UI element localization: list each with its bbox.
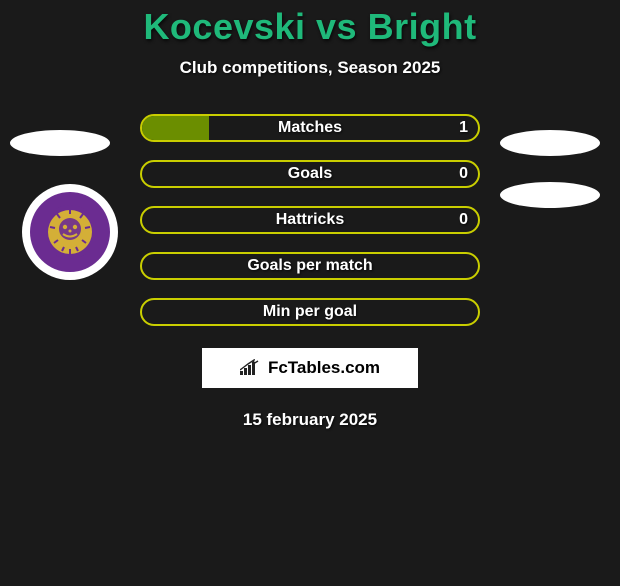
club-badge-inner bbox=[30, 192, 110, 272]
stat-bar-label: Goals bbox=[288, 165, 332, 183]
subtitle: Club competitions, Season 2025 bbox=[0, 58, 620, 78]
player-photo-right-placeholder-1 bbox=[500, 130, 600, 156]
stat-bar: Min per goal bbox=[140, 298, 480, 326]
stat-bar-label: Hattricks bbox=[276, 211, 344, 229]
subtitle-text: Club competitions, Season 2025 bbox=[180, 58, 441, 77]
page-title: Kocevski vs Bright bbox=[0, 6, 620, 48]
stat-bar-label: Min per goal bbox=[263, 303, 357, 321]
stat-bar-label: Matches bbox=[278, 119, 342, 137]
stat-bar-label: Goals per match bbox=[247, 257, 372, 275]
site-attribution[interactable]: FcTables.com bbox=[202, 348, 418, 388]
player-photo-right-placeholder-2 bbox=[500, 182, 600, 208]
stat-bar: Goals per match bbox=[140, 252, 480, 280]
site-name: FcTables.com bbox=[268, 358, 380, 378]
club-badge bbox=[22, 184, 118, 280]
stat-bar: Goals 0 bbox=[140, 160, 480, 188]
lion-icon bbox=[43, 205, 97, 259]
stats-bars: Matches 1 Goals 0 Hattricks 0 Goals per match M… bbox=[140, 114, 480, 326]
title-text: Kocevski vs Bright bbox=[143, 6, 476, 47]
stat-bar-value: 0 bbox=[459, 211, 468, 229]
stat-bar-value: 1 bbox=[459, 119, 468, 137]
date-text: 15 february 2025 bbox=[243, 410, 377, 429]
comparison-date: 15 february 2025 bbox=[0, 410, 620, 430]
stat-bar: Hattricks 0 bbox=[140, 206, 480, 234]
stat-bar: Matches 1 bbox=[140, 114, 480, 142]
stat-bar-fill bbox=[142, 116, 209, 140]
bar-chart-icon bbox=[240, 359, 262, 377]
stat-bar-value: 0 bbox=[459, 165, 468, 183]
player-photo-left-placeholder bbox=[10, 130, 110, 156]
